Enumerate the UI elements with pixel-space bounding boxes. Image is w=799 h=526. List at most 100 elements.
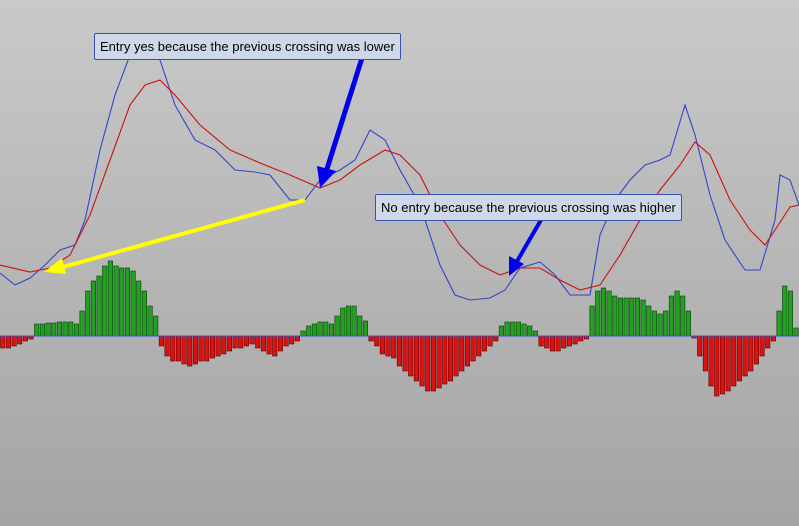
histogram-bar <box>170 335 176 362</box>
histogram-bar <box>589 305 595 337</box>
histogram-bar <box>62 321 68 337</box>
histogram-bar <box>56 321 62 337</box>
histogram-bar <box>0 335 6 349</box>
arrow <box>51 198 306 272</box>
histogram-bar <box>158 335 164 347</box>
histogram-bar <box>311 323 317 337</box>
histogram-bar <box>549 335 555 352</box>
histogram-bar <box>68 321 74 337</box>
histogram-bar <box>527 325 533 337</box>
histogram-bar <box>646 305 652 337</box>
histogram-bar <box>714 335 720 397</box>
histogram-bar <box>402 335 408 372</box>
arrow <box>514 218 543 265</box>
histogram-bar <box>119 267 125 337</box>
histogram-bar <box>187 335 193 367</box>
histogram-bar <box>544 335 550 349</box>
histogram-bar <box>578 335 584 342</box>
histogram-bar <box>685 310 691 337</box>
histogram-bar <box>345 305 351 337</box>
histogram-bar <box>742 335 748 377</box>
histogram-bar <box>357 315 363 337</box>
histogram-bar <box>600 287 606 337</box>
histogram-bar <box>374 335 380 347</box>
histogram-bar <box>113 265 119 337</box>
histogram-bar <box>430 335 436 392</box>
histogram-bar <box>136 280 142 337</box>
histogram-bar <box>294 335 300 342</box>
histogram-bar <box>215 335 221 357</box>
histogram-bar <box>566 335 572 347</box>
histogram-bar <box>368 335 374 342</box>
histogram-bar <box>102 265 108 337</box>
histogram-bar <box>561 335 567 349</box>
histogram-bar <box>782 285 788 337</box>
histogram-bar <box>453 335 459 377</box>
histogram-bar <box>198 335 204 362</box>
histogram-bar <box>175 335 181 362</box>
histogram-bar <box>334 315 340 337</box>
histogram-bar <box>731 335 737 387</box>
histogram-bar <box>595 290 601 337</box>
histogram-bar <box>238 335 244 349</box>
histogram-bar <box>232 335 238 349</box>
histogram-bar <box>272 335 278 357</box>
histogram-bar <box>39 323 45 337</box>
histogram-bar <box>379 335 385 355</box>
histogram-bar <box>204 335 210 362</box>
histogram-bar <box>719 335 725 395</box>
histogram-bar <box>260 335 266 352</box>
histogram-bar <box>5 335 11 349</box>
histogram-bar <box>391 335 397 359</box>
histogram-bar <box>243 335 249 347</box>
histogram-bar <box>538 335 544 347</box>
histogram-bar <box>464 335 470 367</box>
histogram-bar <box>85 290 91 337</box>
histogram-bar <box>425 335 431 392</box>
histogram-bar <box>640 299 646 337</box>
histogram-bar <box>164 335 170 357</box>
histogram-bar <box>289 335 295 345</box>
histogram-bar <box>555 335 561 352</box>
histogram-bar <box>249 335 255 345</box>
histogram-bar <box>130 270 136 337</box>
histogram-bar <box>34 323 40 337</box>
arrow <box>323 57 365 173</box>
histogram-bar <box>22 335 28 342</box>
histogram-bar <box>300 330 306 337</box>
histogram-bar <box>181 335 187 365</box>
histogram-bar <box>476 335 482 357</box>
histogram-bar <box>209 335 215 359</box>
histogram-bar <box>283 335 289 347</box>
histogram-bar <box>323 321 329 337</box>
histogram-bar <box>442 335 448 385</box>
histogram-bar <box>493 335 499 342</box>
histogram-bar <box>708 335 714 387</box>
arrowhead <box>509 256 524 276</box>
histogram-bar <box>408 335 414 377</box>
annotation: No entry because the previous crossing w… <box>375 194 682 221</box>
histogram-bar <box>340 307 346 337</box>
histogram-bar <box>753 335 759 365</box>
histogram-bar <box>765 335 771 349</box>
histogram-bar <box>634 297 640 337</box>
histogram-bar <box>668 295 674 337</box>
histogram-bar <box>153 315 159 337</box>
histogram-bar <box>147 305 153 337</box>
histogram-bar <box>674 290 680 337</box>
arrowhead <box>44 258 66 274</box>
histogram-bar <box>266 335 272 355</box>
histogram-bar <box>623 297 629 337</box>
histogram-bar <box>351 305 357 337</box>
histogram-bar <box>606 290 612 337</box>
histogram-bar <box>793 327 799 337</box>
histogram-bar <box>90 280 96 337</box>
histogram-bar <box>481 335 487 352</box>
histogram-bar <box>107 260 113 337</box>
histogram-bar <box>725 335 731 392</box>
histogram-bar <box>487 335 493 347</box>
histogram-bar <box>96 275 102 337</box>
histogram-bar <box>657 313 663 337</box>
histogram-bar <box>504 321 510 337</box>
